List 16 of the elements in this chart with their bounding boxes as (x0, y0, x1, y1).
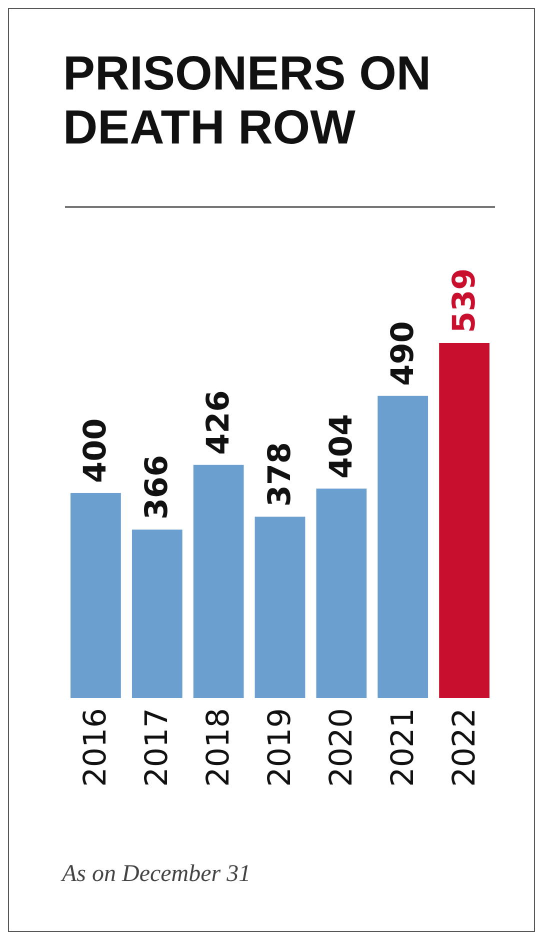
data-label: 490 (384, 321, 421, 386)
x-tick-label: 2021 (384, 708, 421, 787)
x-tick-label: 2020 (323, 708, 360, 787)
data-label: 378 (262, 442, 298, 507)
data-label: 400 (78, 418, 114, 483)
x-tick-label: 2019 (262, 708, 298, 787)
data-label: 426 (200, 390, 237, 455)
chart-title: PRISONERS ON DEATH ROW (63, 48, 444, 154)
x-tick-label: 2022 (446, 708, 482, 787)
data-label: 366 (139, 454, 176, 520)
x-tick-label: 2017 (139, 708, 176, 787)
data-label: 539 (446, 268, 482, 333)
x-tick-label: 2016 (78, 708, 114, 787)
data-label: 404 (323, 414, 360, 479)
x-tick-label: 2018 (200, 708, 237, 787)
text: As on December 31 (60, 861, 251, 887)
